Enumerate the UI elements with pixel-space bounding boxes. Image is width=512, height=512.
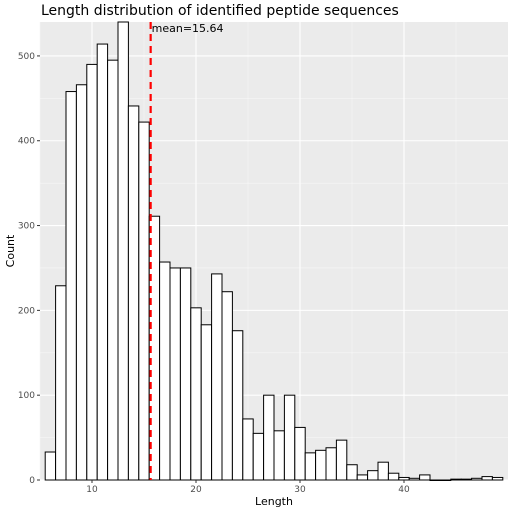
histogram-bar (169, 267, 181, 481)
x-tick-label: 30 (294, 485, 306, 495)
histogram-bar (429, 479, 441, 481)
histogram-bar (491, 476, 504, 481)
histogram-bar (481, 476, 493, 481)
histogram-bar (346, 464, 358, 481)
histogram-bar (294, 426, 306, 481)
histogram-bar (211, 273, 223, 481)
histogram-bar (367, 470, 379, 481)
histogram-bar (231, 330, 244, 481)
y-axis: 0 100 200 300 400 500 (18, 52, 40, 486)
histogram-bar (356, 474, 369, 481)
histogram-bar (273, 430, 285, 481)
histogram-bar (86, 63, 98, 481)
histogram-bar (263, 394, 275, 481)
y-tick-label: 200 (18, 306, 35, 316)
histogram-bar (117, 21, 129, 481)
histogram-bar (127, 105, 140, 481)
y-tick-label: 400 (18, 137, 35, 147)
histogram-bar (439, 479, 452, 481)
histogram-bar (96, 43, 109, 481)
histogram-bar (419, 474, 431, 481)
y-tick-label: 500 (18, 52, 35, 62)
histogram-bar (377, 461, 389, 481)
histogram-bar (283, 394, 296, 481)
histogram-bar (325, 447, 337, 481)
histogram-bar (398, 476, 410, 481)
x-axis-title: Length (255, 495, 293, 508)
mean-annotation: mean=15.64 (152, 22, 224, 35)
histogram-bar (200, 324, 213, 481)
x-tick-label: 40 (398, 485, 410, 495)
x-tick-label: 10 (86, 485, 98, 495)
histogram-bar (65, 91, 77, 481)
histogram-bar (335, 439, 348, 481)
histogram-bar (138, 121, 150, 481)
histogram-bar (75, 84, 88, 481)
histogram-bar (315, 449, 327, 481)
histogram-bar (450, 478, 462, 481)
histogram-bars (44, 21, 504, 481)
histogram-bar (304, 452, 317, 481)
histogram-bar (471, 477, 483, 481)
y-tick-label: 100 (18, 391, 35, 401)
histogram-bar (408, 477, 421, 481)
histogram-bar (221, 291, 233, 481)
histogram-bar (159, 261, 171, 481)
x-axis: 10 20 30 40 (86, 480, 410, 495)
histogram-bar (387, 472, 400, 481)
histogram-bar (460, 478, 473, 481)
histogram-bar (44, 451, 57, 481)
histogram-bar (107, 59, 119, 481)
histogram-bar (242, 418, 254, 481)
histogram-bar (55, 285, 67, 481)
histogram-bar (190, 307, 202, 481)
y-tick-label: 0 (29, 476, 35, 486)
histogram-bar (252, 432, 265, 481)
x-tick-label: 20 (190, 485, 202, 495)
histogram-bar (179, 267, 192, 481)
chart-title: Length distribution of identified peptid… (41, 3, 399, 19)
y-tick-label: 300 (18, 222, 35, 232)
y-axis-title: Count (4, 234, 17, 267)
